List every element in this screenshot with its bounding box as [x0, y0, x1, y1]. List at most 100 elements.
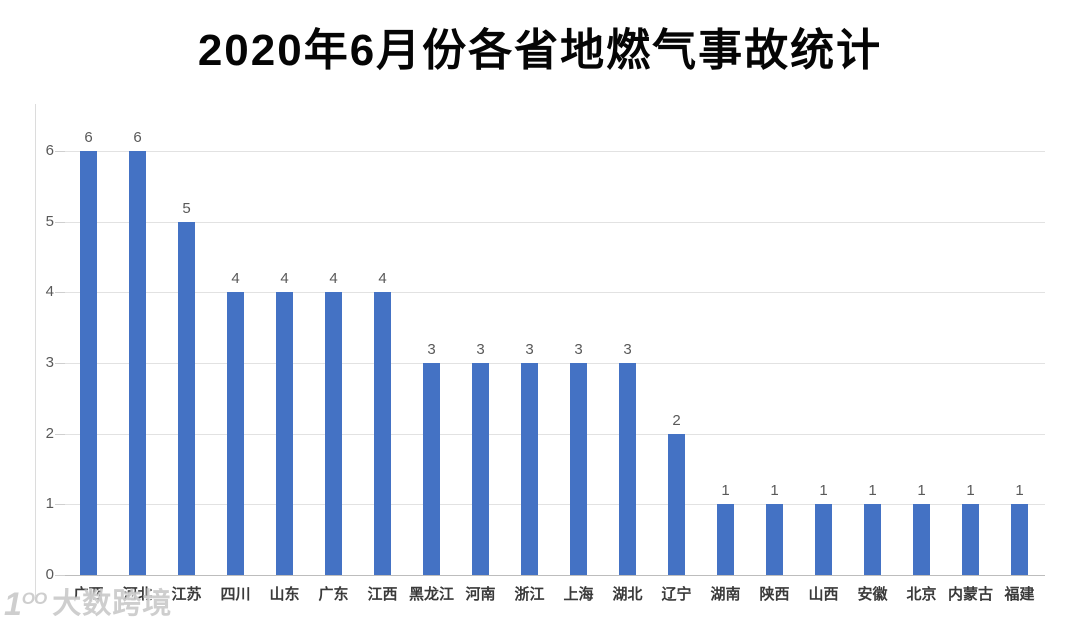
bar-data-label: 1: [966, 482, 975, 500]
x-category-label: 内蒙古: [947, 586, 993, 603]
bar-slot: 3: [505, 151, 554, 575]
gridline-y-4: [64, 292, 1045, 294]
bar-slot: 3: [407, 151, 456, 575]
bar-slot: 1: [750, 151, 799, 575]
bar-slot: 1: [799, 151, 848, 575]
x-category-label: 广东: [318, 586, 349, 603]
x-category-label: 安徽: [857, 586, 888, 603]
bar: [227, 292, 244, 575]
bar: [521, 363, 538, 575]
x-category-label: 北京: [906, 586, 937, 603]
bar-series: 6 6 5 4 4 4 4 3 3 3 3 3 2 1 1 1 1 1 1 1: [64, 129, 1044, 575]
bar-data-label: 4: [329, 270, 338, 288]
bar: [1011, 504, 1028, 575]
bar: [864, 504, 881, 575]
gridline-y-6: [64, 151, 1045, 152]
bar: [766, 504, 783, 575]
y-tick-label: 5: [45, 212, 54, 230]
bar: [668, 433, 685, 575]
bar-slot: 3: [554, 151, 603, 575]
watermark-logo-icon: 1OO: [4, 585, 47, 622]
x-category-label: 福建: [1004, 586, 1035, 603]
y-tick-mark: [55, 433, 65, 435]
bar: [717, 504, 734, 575]
bar-data-label: 3: [574, 341, 583, 358]
bar-data-label: 3: [427, 341, 436, 358]
bar: [80, 151, 97, 575]
bar-data-label: 3: [476, 341, 485, 358]
x-category-label: 湖北: [612, 586, 643, 603]
bar-data-label: 4: [378, 270, 387, 288]
y-tick-mark: [55, 575, 65, 576]
gridline-y-0: [64, 575, 1045, 576]
bar-slot: 4: [309, 151, 358, 575]
bar-slot: 1: [897, 151, 946, 575]
gridline-y-5: [64, 221, 1045, 223]
bar-slot: 4: [358, 151, 407, 575]
bar-slot: 6: [113, 129, 162, 575]
x-category-label: 浙江: [514, 586, 545, 603]
bar: [325, 292, 342, 575]
bar-data-label: 1: [770, 482, 779, 500]
bar-data-label: 2: [672, 411, 681, 429]
bar: [276, 292, 293, 575]
bar-data-label: 6: [133, 129, 142, 146]
y-tick-label: 1: [45, 495, 54, 513]
bar-slot: 1: [848, 151, 897, 575]
gridline-y-2: [64, 433, 1045, 435]
x-category-label: 陕西: [759, 586, 790, 603]
y-axis-line: [35, 104, 36, 598]
x-category-label: 四川: [220, 586, 251, 603]
bar-slot: 1: [701, 151, 750, 575]
x-category-label: 辽宁: [661, 586, 692, 603]
bar: [423, 363, 440, 575]
bar-slot: 1: [995, 151, 1044, 575]
x-category-label: 黑龙江: [408, 586, 454, 603]
bar-data-label: 3: [623, 341, 632, 358]
bar: [619, 363, 636, 575]
y-tick-mark: [55, 221, 65, 223]
bar: [570, 363, 587, 575]
bar: [472, 363, 489, 575]
bar-data-label: 4: [231, 270, 240, 288]
x-category-label: 广西: [73, 586, 104, 603]
bar-data-label: 1: [917, 482, 926, 500]
bar-data-label: 3: [525, 341, 534, 358]
bar: [962, 504, 979, 575]
bar-slot: 2: [652, 151, 701, 575]
y-tick-mark: [55, 504, 65, 506]
bar: [815, 504, 832, 575]
y-tick-mark: [55, 151, 65, 152]
x-category-label: 山东: [269, 586, 300, 603]
x-category-label: 江西: [367, 586, 398, 603]
bar-slot: 4: [260, 151, 309, 575]
bar-slot: 1: [946, 151, 995, 575]
bar-data-label: 1: [868, 482, 877, 500]
x-category-label: 山西: [808, 586, 839, 603]
bar-data-label: 1: [1015, 482, 1024, 500]
y-tick-mark: [55, 363, 65, 364]
y-tick-label: 0: [45, 566, 54, 583]
x-category-label: 江苏: [171, 586, 202, 603]
bar-data-label: 6: [84, 129, 93, 146]
bar-slot: 3: [456, 151, 505, 575]
bar-slot: 3: [603, 151, 652, 575]
x-axis-category-labels: 广西 河北 江苏 四川 山东 广东 江西 黑龙江 河南 浙江 上海 湖北 辽宁 湖南 陕西 山西 安徽 北京 内蒙古…: [64, 583, 1044, 604]
bar-data-label: 1: [721, 482, 730, 500]
y-tick-mark: [55, 292, 65, 294]
y-tick-label: 4: [45, 283, 54, 301]
bar: [129, 151, 146, 575]
bar: [374, 292, 391, 575]
bar: [913, 504, 930, 575]
x-category-label: 上海: [563, 586, 594, 603]
bar-data-label: 5: [182, 199, 191, 217]
gridline-y-1: [64, 504, 1045, 506]
x-category-label: 河南: [465, 586, 496, 603]
bar-slot: 5: [162, 151, 211, 575]
bar-slot: 4: [211, 151, 260, 575]
chart-title: 2020年6月份各省地燃气事故统计: [197, 26, 883, 75]
x-category-label: 河北: [122, 586, 153, 603]
bar: [178, 221, 195, 575]
y-tick-label: 3: [45, 354, 54, 371]
